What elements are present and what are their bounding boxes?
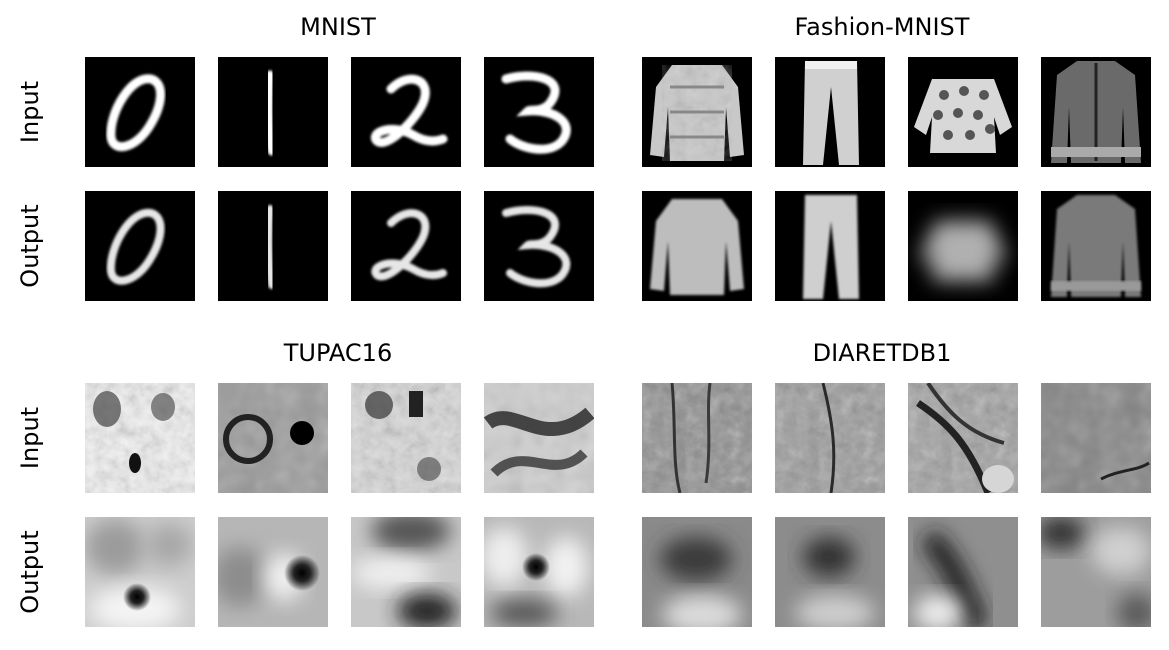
mnist-output-digit-2	[351, 191, 461, 301]
row-label-input: Input	[16, 406, 44, 470]
fashion-input-coat	[1041, 57, 1151, 167]
diaretdb1-output-patch-1	[642, 517, 752, 627]
tupac16-input-patch-1	[85, 383, 195, 493]
tupac16-input-patch-4	[484, 383, 594, 493]
diaretdb1-input-patch-4	[1041, 383, 1151, 493]
fashion-output-pullover	[908, 191, 1018, 301]
tupac16-output-patch-3	[351, 517, 461, 627]
diaretdb1-output-patch-3	[908, 517, 1018, 627]
panel-title-mnist: MNIST	[300, 13, 376, 41]
fashion-input-trousers	[775, 57, 885, 167]
tupac16-output-patch-1	[85, 517, 195, 627]
diaretdb1-input-patch-3	[908, 383, 1018, 493]
row-label-input: Input	[16, 80, 44, 144]
fashion-input-pullover	[908, 57, 1018, 167]
tupac16-output-patch-2	[218, 517, 328, 627]
mnist-input-digit-3	[484, 57, 594, 167]
row-label-output: Output	[16, 204, 44, 288]
diaretdb1-input-patch-2	[775, 383, 885, 493]
tupac16-input-patch-2	[218, 383, 328, 493]
diaretdb1-output-patch-4	[1041, 517, 1151, 627]
panel-title-tupac16: TUPAC16	[283, 339, 393, 367]
panel-title-diaretdb1: DIARETDB1	[812, 339, 952, 367]
diaretdb1-input-patch-1	[642, 383, 752, 493]
panel-title-fashion-mnist: Fashion-MNIST	[794, 13, 970, 41]
row-label-output: Output	[16, 530, 44, 614]
diaretdb1-output-patch-2	[775, 517, 885, 627]
fashion-input-shirt	[642, 57, 752, 167]
mnist-input-digit-1	[218, 57, 328, 167]
tupac16-input-patch-3	[351, 383, 461, 493]
fashion-output-trousers	[775, 191, 885, 301]
mnist-input-digit-0	[85, 57, 195, 167]
tupac16-output-patch-4	[484, 517, 594, 627]
mnist-output-digit-3	[484, 191, 594, 301]
fashion-output-shirt	[642, 191, 752, 301]
mnist-output-digit-0	[85, 191, 195, 301]
mnist-input-digit-2	[351, 57, 461, 167]
mnist-output-digit-1	[218, 191, 328, 301]
fashion-output-coat	[1041, 191, 1151, 301]
